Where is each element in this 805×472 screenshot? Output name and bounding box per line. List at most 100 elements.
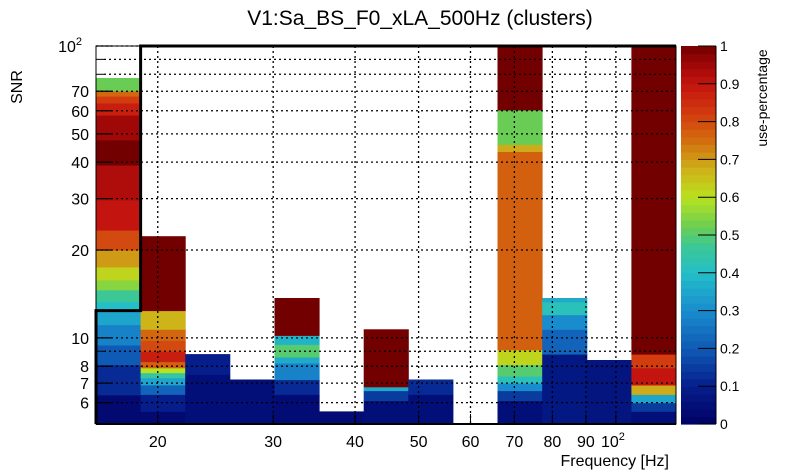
color-scale-swatch [681, 46, 716, 55]
heatmap-cell [274, 335, 320, 345]
y-tick-label: 10 [71, 331, 89, 348]
heatmap-cell [96, 267, 142, 281]
color-scale-swatch [681, 356, 716, 365]
heatmap-cell [140, 310, 186, 330]
color-scale-bar [681, 46, 716, 425]
heatmap-cell [631, 394, 677, 404]
heatmap-cell [497, 390, 543, 402]
heatmap-cell [96, 165, 142, 201]
heatmap-cell [497, 349, 543, 366]
color-scale-swatch [681, 212, 716, 221]
color-scale-swatch [681, 144, 716, 153]
heatmap-cell [140, 411, 186, 425]
heatmap-cell [274, 363, 320, 381]
heatmap-cell [497, 144, 543, 152]
color-scale-swatch [681, 295, 716, 304]
y-axis-label: SNR [9, 70, 26, 104]
heatmap-cell [542, 301, 588, 316]
heatmap-cell [408, 379, 454, 395]
heatmap-cell [140, 384, 186, 395]
color-scale-swatch [681, 287, 716, 297]
heatmap-cell [631, 402, 677, 412]
heatmap-cell [497, 46, 543, 111]
heatmap-cell [96, 230, 142, 251]
heatmap-cell [363, 390, 409, 402]
color-scale-swatch [681, 53, 716, 62]
color-scale-label: use-percentage [754, 49, 770, 147]
color-scale-swatch [681, 189, 716, 198]
color-scale-swatch [681, 325, 716, 334]
heatmap-cell [631, 367, 677, 386]
heatmap-cell [185, 354, 231, 375]
color-scale-swatch [681, 250, 716, 259]
x-axis-ticks: 20 30 40 50 60 70 80 90 102 [149, 414, 625, 451]
heatmap-cell [274, 344, 320, 358]
heatmap-cell [140, 236, 186, 312]
color-scale-swatch [681, 401, 716, 410]
color-scale-tick-label: 0.1 [720, 378, 740, 394]
color-scale-swatch [681, 310, 716, 319]
plot-frame [94, 44, 677, 425]
x-tick-label: 40 [346, 434, 364, 451]
heatmap-cell [140, 340, 186, 352]
heatmap-cell [96, 301, 142, 312]
color-scale-swatch [681, 129, 716, 138]
heatmap-cell [542, 314, 588, 330]
cluster-contour-line [94, 44, 676, 424]
x-axis-label: Frequency [Hz] [561, 453, 669, 470]
heatmap-cell [497, 383, 543, 392]
x-tick-label: 102 [601, 431, 625, 451]
heatmap-cell [631, 354, 677, 369]
heatmap-cell [140, 367, 186, 374]
color-scale-swatch [681, 182, 716, 191]
x-tick-label: 90 [577, 434, 595, 451]
y-tick-label: 30 [71, 192, 89, 209]
color-scale-swatch [681, 257, 716, 266]
heatmap-cell [96, 115, 142, 141]
y-tick-label: 8 [80, 359, 89, 376]
heatmap-cell [586, 360, 632, 425]
heatmap-cell [408, 394, 454, 425]
color-scale-swatch [681, 340, 716, 349]
color-scale-ticks: 0 0.1 0.2 0.3 0.4 0.5 0.6 0.7 0.8 0.9 1 [698, 38, 740, 432]
color-scale-swatch [681, 416, 716, 425]
heatmap-cell [96, 364, 142, 396]
color-scale-tick-label: 0.9 [720, 76, 740, 92]
heatmap-cell [96, 289, 142, 303]
heatmap-cell [497, 364, 543, 377]
heatmap-cell [96, 324, 142, 346]
color-scale-swatch [681, 227, 716, 236]
heatmap-cell [96, 250, 142, 268]
heatmap-cell [363, 400, 409, 425]
color-scale-swatch [681, 174, 716, 183]
color-scale-swatch [681, 121, 716, 130]
heatmap-cell [96, 310, 142, 326]
color-scale-swatch [681, 333, 716, 342]
color-scale-swatch [681, 303, 716, 312]
heatmap-cell [96, 139, 142, 166]
color-scale-swatch [681, 318, 716, 327]
chart-title: V1:Sa_BS_F0_xLA_500Hz (clusters) [247, 7, 593, 30]
y-tick-label: 40 [71, 155, 89, 172]
color-scale-swatch [681, 235, 716, 244]
color-scale-swatch [681, 363, 716, 372]
color-scale-swatch [681, 371, 716, 380]
y-tick-label: 102 [58, 36, 82, 56]
heatmap-cell [96, 279, 142, 291]
heatmap-cell [542, 329, 588, 355]
heatmap-cell [140, 361, 186, 369]
x-tick-label: 70 [505, 434, 523, 451]
y-tick-label: 20 [71, 243, 89, 260]
y-tick-label: 50 [71, 127, 89, 144]
heatmap-cell [140, 372, 186, 379]
color-scale-tick-label: 0 [720, 416, 728, 432]
color-scale-swatch [681, 378, 716, 387]
heatmap-cell [497, 376, 543, 384]
color-scale-swatch [681, 197, 716, 206]
heatmap-cell [631, 411, 677, 425]
color-scale-swatch [681, 348, 716, 357]
y-tick-label: 70 [71, 84, 89, 101]
heatmap-cell [363, 386, 409, 392]
heatmap-cell [140, 351, 186, 363]
